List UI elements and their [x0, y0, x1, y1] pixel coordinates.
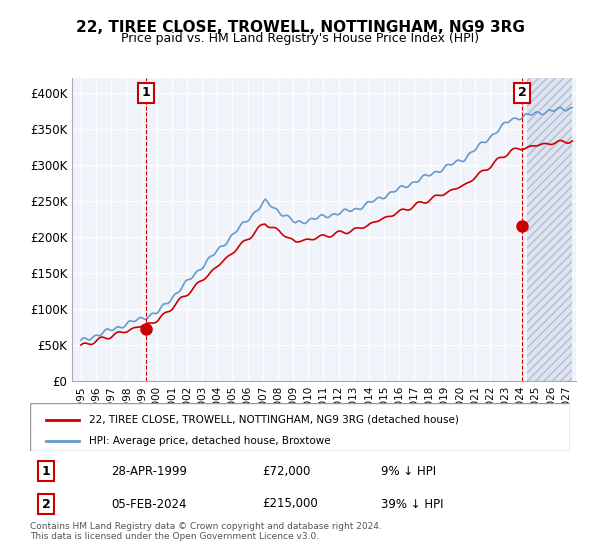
- FancyBboxPatch shape: [30, 403, 570, 451]
- Text: Contains HM Land Registry data © Crown copyright and database right 2024.: Contains HM Land Registry data © Crown c…: [30, 522, 382, 531]
- Text: HPI: Average price, detached house, Broxtowe: HPI: Average price, detached house, Brox…: [89, 436, 331, 446]
- Text: 2: 2: [42, 497, 50, 511]
- Text: 05-FEB-2024: 05-FEB-2024: [111, 497, 187, 511]
- Text: £72,000: £72,000: [262, 465, 311, 478]
- Bar: [527, 78, 572, 381]
- Text: 9% ↓ HPI: 9% ↓ HPI: [381, 465, 436, 478]
- Text: 28-APR-1999: 28-APR-1999: [111, 465, 187, 478]
- Text: 2: 2: [518, 86, 526, 99]
- Text: 22, TIREE CLOSE, TROWELL, NOTTINGHAM, NG9 3RG (detached house): 22, TIREE CLOSE, TROWELL, NOTTINGHAM, NG…: [89, 415, 459, 425]
- Text: This data is licensed under the Open Government Licence v3.0.: This data is licensed under the Open Gov…: [30, 532, 319, 541]
- Text: 22, TIREE CLOSE, TROWELL, NOTTINGHAM, NG9 3RG: 22, TIREE CLOSE, TROWELL, NOTTINGHAM, NG…: [76, 20, 524, 35]
- Text: 1: 1: [42, 465, 50, 478]
- Text: 1: 1: [142, 86, 151, 99]
- Bar: [527, 78, 572, 381]
- Text: £215,000: £215,000: [262, 497, 318, 511]
- Text: Price paid vs. HM Land Registry's House Price Index (HPI): Price paid vs. HM Land Registry's House …: [121, 32, 479, 45]
- Text: 39% ↓ HPI: 39% ↓ HPI: [381, 497, 443, 511]
